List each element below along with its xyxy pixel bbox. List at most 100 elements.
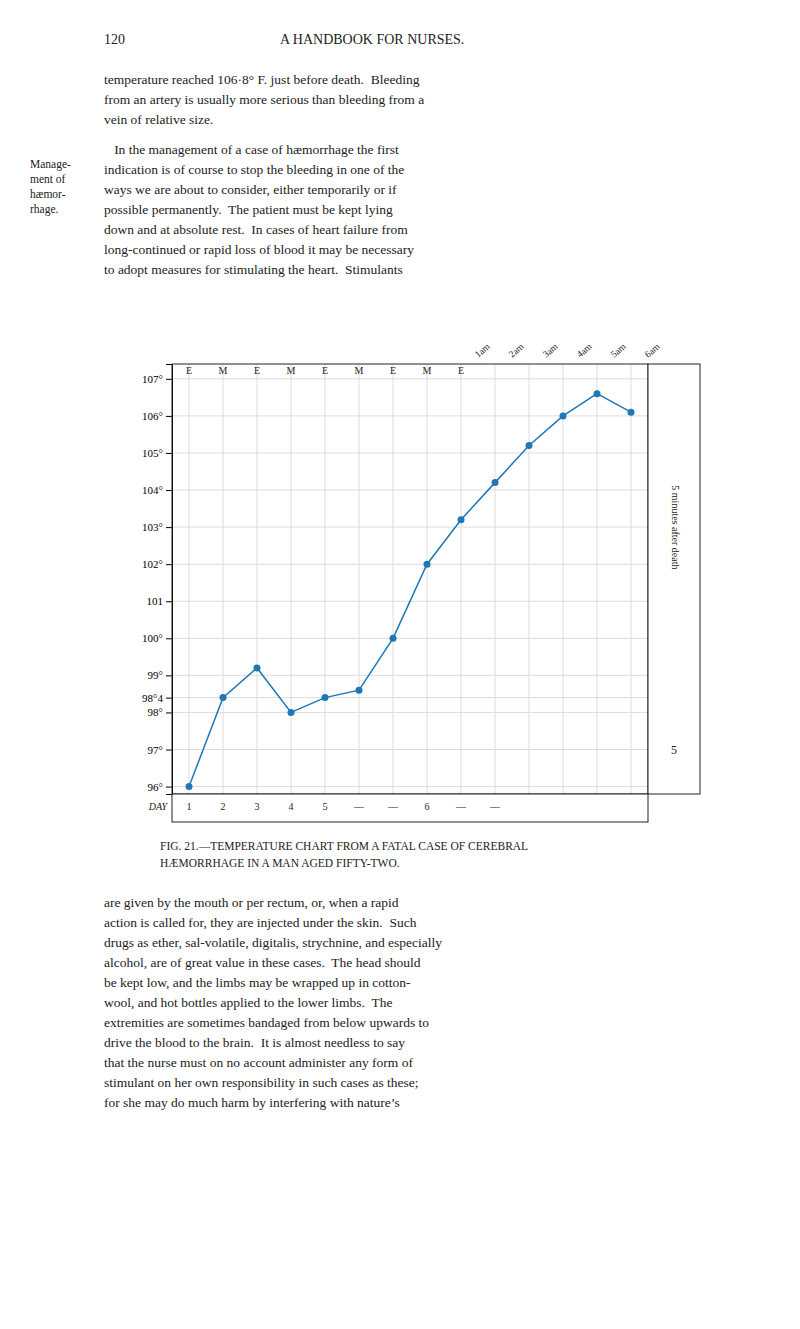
day-entry: 2: [221, 801, 226, 812]
grid-line-x: [597, 364, 598, 794]
grid-line-x: [291, 364, 292, 794]
time-label: 5am: [609, 341, 628, 360]
column-header: E: [458, 365, 464, 376]
grid: [172, 364, 648, 794]
body-text-line: stimulant on her own responsibility in s…: [104, 1075, 419, 1090]
temperature-point: [628, 409, 635, 416]
y-tick-mark: [166, 698, 172, 699]
y-tick-mark: [166, 675, 172, 676]
y-tick: 104°: [142, 484, 172, 496]
margin-note: rhage.: [30, 203, 59, 216]
body-text-line: alcohol, are of great value in these cas…: [104, 955, 421, 970]
y-tick: 107°: [142, 373, 172, 385]
y-tick: 106°: [142, 410, 172, 422]
y-tick: 101: [147, 595, 173, 607]
grid-line-y: [172, 697, 648, 698]
day-row: [172, 794, 648, 822]
y-tick-label: 97°: [148, 744, 163, 756]
grid-line-x: [359, 364, 360, 794]
body-text-line: action is called for, they are injected …: [104, 915, 417, 930]
grid-line-x: [529, 364, 530, 794]
day-entry: 1: [187, 801, 192, 812]
y-tick-mark: [166, 601, 172, 602]
column-header: E: [186, 365, 192, 376]
chart-title: FIG. 21.—TEMPERATURE CHART FROM A FATAL …: [160, 840, 528, 869]
plot-frame: [172, 364, 648, 794]
grid-line-y: [172, 490, 648, 491]
body-text-line: that the nurse must on no account admini…: [104, 1055, 413, 1070]
body-text-line: wool, and hot bottles applied to the low…: [104, 995, 392, 1010]
body-text-line: In the management of a case of hæmorrhag…: [104, 142, 399, 157]
body-text-line: temperature reached 106·8° F. just befor…: [104, 72, 420, 87]
y-tick-mark: [166, 750, 172, 751]
running-head: A HANDBOOK FOR NURSES.: [280, 32, 464, 47]
grid-line-y: [172, 452, 648, 453]
grid-line-x: [631, 364, 632, 794]
body-text-line: for she may do much harm by interfering …: [104, 1095, 400, 1110]
day-entry: —: [455, 801, 467, 812]
y-tick-label: 96°: [148, 781, 163, 793]
column-header: E: [390, 365, 396, 376]
body-text-line: indication is of course to stop the blee…: [104, 162, 404, 177]
y-tick-label: 102°: [142, 558, 163, 570]
grid-line-x: [189, 364, 190, 794]
grid-line-y: [172, 378, 648, 379]
column-header: M: [219, 365, 228, 376]
body-text-line: down and at absolute rest. In cases of h…: [104, 222, 408, 237]
grid-line-y: [172, 564, 648, 565]
y-tick: 105°: [142, 447, 172, 459]
grid-line-x: [393, 364, 394, 794]
column-header: M: [355, 365, 364, 376]
body-text-line: extremities are sometimes bandaged from …: [104, 1015, 429, 1030]
body-text-line: ways we are about to consider, either te…: [104, 182, 397, 197]
y-tick-mark: [166, 638, 172, 639]
y-tick-label: 104°: [142, 484, 163, 496]
time-label: 2am: [507, 341, 526, 360]
chart-title-line: HÆMORRHAGE IN A MAN AGED FIFTY-TWO.: [160, 857, 400, 869]
y-tick-label: 106°: [142, 410, 163, 422]
y-tick-label: 107°: [142, 373, 163, 385]
temperature-point: [526, 442, 533, 449]
body-text-line: long-continued or rapid loss of blood it…: [104, 242, 414, 257]
body-text-line: drive the blood to the brain. It is almo…: [104, 1035, 405, 1050]
grid-line-x: [427, 364, 428, 794]
grid-line-y: [172, 527, 648, 528]
grid-line-x: [257, 364, 258, 794]
day-label: DAY: [148, 801, 169, 812]
y-tick-label: 98°4: [142, 692, 163, 704]
body-text-line: drugs as ether, sal-volatile, digitalis,…: [104, 935, 442, 950]
temperature-point: [254, 664, 261, 671]
body-text-line: are given by the mouth or per rectum, or…: [104, 895, 399, 910]
grid-line-y: [172, 638, 648, 639]
grid-line-x: [325, 364, 326, 794]
temperature-point: [424, 561, 431, 568]
y-tick-label: 98°: [148, 706, 163, 718]
day-entry: —: [387, 801, 399, 812]
time-label: 6am: [643, 341, 662, 360]
grid-line-x: [495, 364, 496, 794]
column-header: E: [322, 365, 328, 376]
margin-note: ment of: [30, 173, 66, 185]
side-number: 5: [671, 743, 677, 757]
body-text-line: possible permanently. The patient must b…: [104, 202, 393, 217]
temperature-point: [492, 479, 499, 486]
chart-title-line: FIG. 21.—TEMPERATURE CHART FROM A FATAL …: [160, 840, 528, 852]
grid-line-y: [172, 786, 648, 787]
temperature-point: [220, 694, 227, 701]
day-entry: 5: [323, 801, 328, 812]
temperature-point: [560, 412, 567, 419]
y-tick-mark: [166, 416, 172, 417]
body-text-line: vein of relative size.: [104, 112, 213, 127]
grid-line-x: [223, 364, 224, 794]
day-entry: —: [353, 801, 365, 812]
y-tick-mark: [166, 490, 172, 491]
y-tick: 98°: [148, 706, 172, 718]
y-tick: 103°: [142, 521, 172, 533]
y-tick: 97°: [148, 744, 172, 756]
page-number: 120: [104, 32, 125, 47]
y-tick-mark: [166, 564, 172, 565]
margin-note: Manage-: [30, 158, 71, 171]
grid-line-y: [172, 675, 648, 676]
time-label: 4am: [575, 341, 594, 360]
grid-line-x: [563, 364, 564, 794]
